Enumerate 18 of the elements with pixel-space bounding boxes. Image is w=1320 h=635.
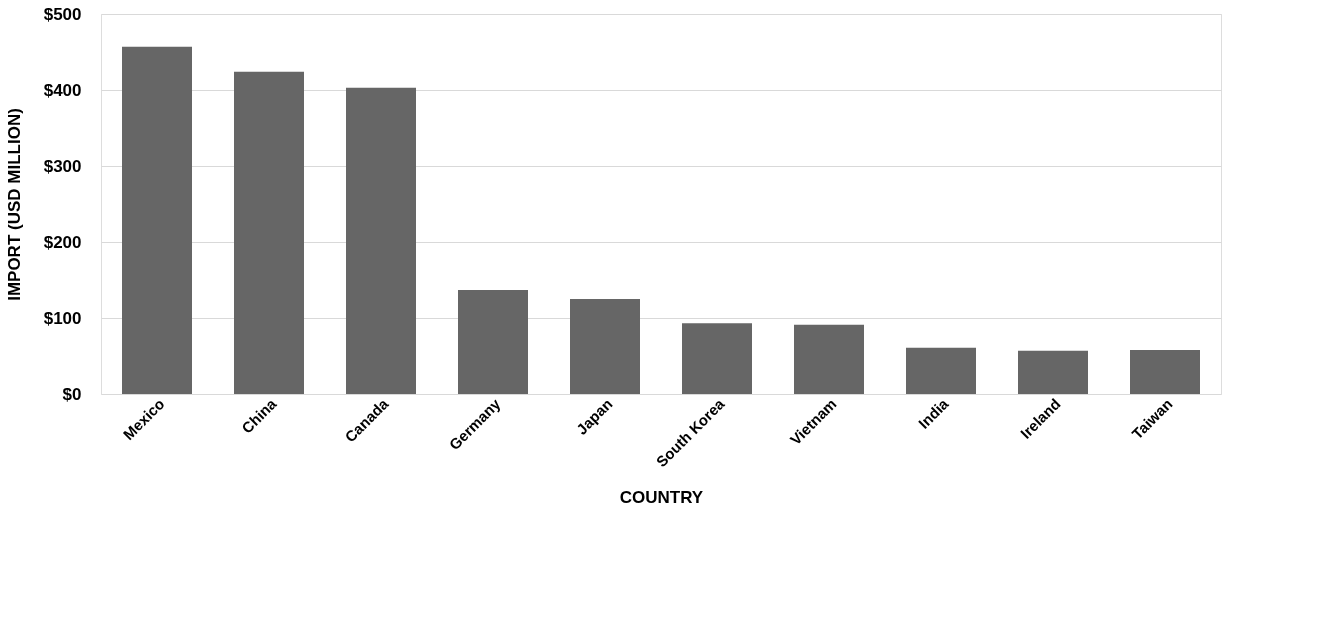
bar (234, 71, 304, 394)
bar (122, 46, 192, 394)
bar (1130, 349, 1200, 394)
bar (458, 289, 528, 394)
y-tick-label: $100 (43, 308, 82, 328)
bar (570, 299, 640, 394)
y-tick-label: $0 (62, 384, 82, 404)
bar (794, 324, 864, 394)
bar (1018, 350, 1088, 394)
y-tick-label: $400 (43, 80, 82, 100)
y-tick-label: $500 (43, 4, 82, 24)
y-tick-label: $300 (43, 156, 82, 176)
y-tick-label: $200 (43, 232, 82, 252)
y-axis-title: IMPORT (USD MILLION) (4, 108, 24, 301)
bar (906, 347, 976, 394)
x-axis-title: COUNTRY (619, 488, 704, 508)
bar (682, 323, 752, 394)
bar (346, 87, 416, 394)
